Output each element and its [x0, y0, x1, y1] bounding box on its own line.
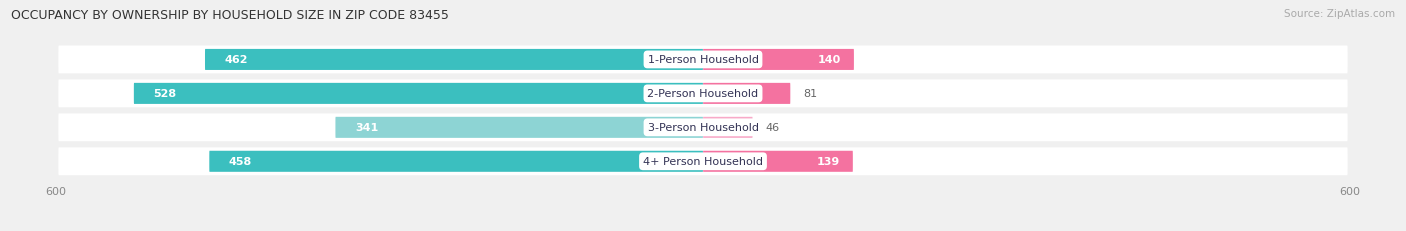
Text: 1-Person Household: 1-Person Household — [648, 55, 758, 65]
FancyBboxPatch shape — [703, 117, 752, 138]
Text: Source: ZipAtlas.com: Source: ZipAtlas.com — [1284, 9, 1395, 19]
FancyBboxPatch shape — [703, 83, 790, 104]
Text: 46: 46 — [765, 123, 780, 133]
Text: 528: 528 — [153, 89, 176, 99]
Text: 4+ Person Household: 4+ Person Household — [643, 157, 763, 167]
Text: 81: 81 — [803, 89, 817, 99]
FancyBboxPatch shape — [209, 151, 703, 172]
Text: 140: 140 — [818, 55, 841, 65]
Text: 458: 458 — [229, 157, 252, 167]
FancyBboxPatch shape — [703, 151, 853, 172]
FancyBboxPatch shape — [59, 80, 1347, 108]
FancyBboxPatch shape — [205, 50, 703, 71]
FancyBboxPatch shape — [59, 148, 1347, 176]
FancyBboxPatch shape — [703, 50, 853, 71]
Text: 462: 462 — [225, 55, 247, 65]
FancyBboxPatch shape — [59, 114, 1347, 142]
Text: 3-Person Household: 3-Person Household — [648, 123, 758, 133]
Text: 341: 341 — [354, 123, 378, 133]
Text: OCCUPANCY BY OWNERSHIP BY HOUSEHOLD SIZE IN ZIP CODE 83455: OCCUPANCY BY OWNERSHIP BY HOUSEHOLD SIZE… — [11, 9, 449, 22]
FancyBboxPatch shape — [336, 117, 703, 138]
FancyBboxPatch shape — [134, 83, 703, 104]
Text: 139: 139 — [817, 157, 839, 167]
FancyBboxPatch shape — [59, 46, 1347, 74]
Text: 2-Person Household: 2-Person Household — [647, 89, 759, 99]
